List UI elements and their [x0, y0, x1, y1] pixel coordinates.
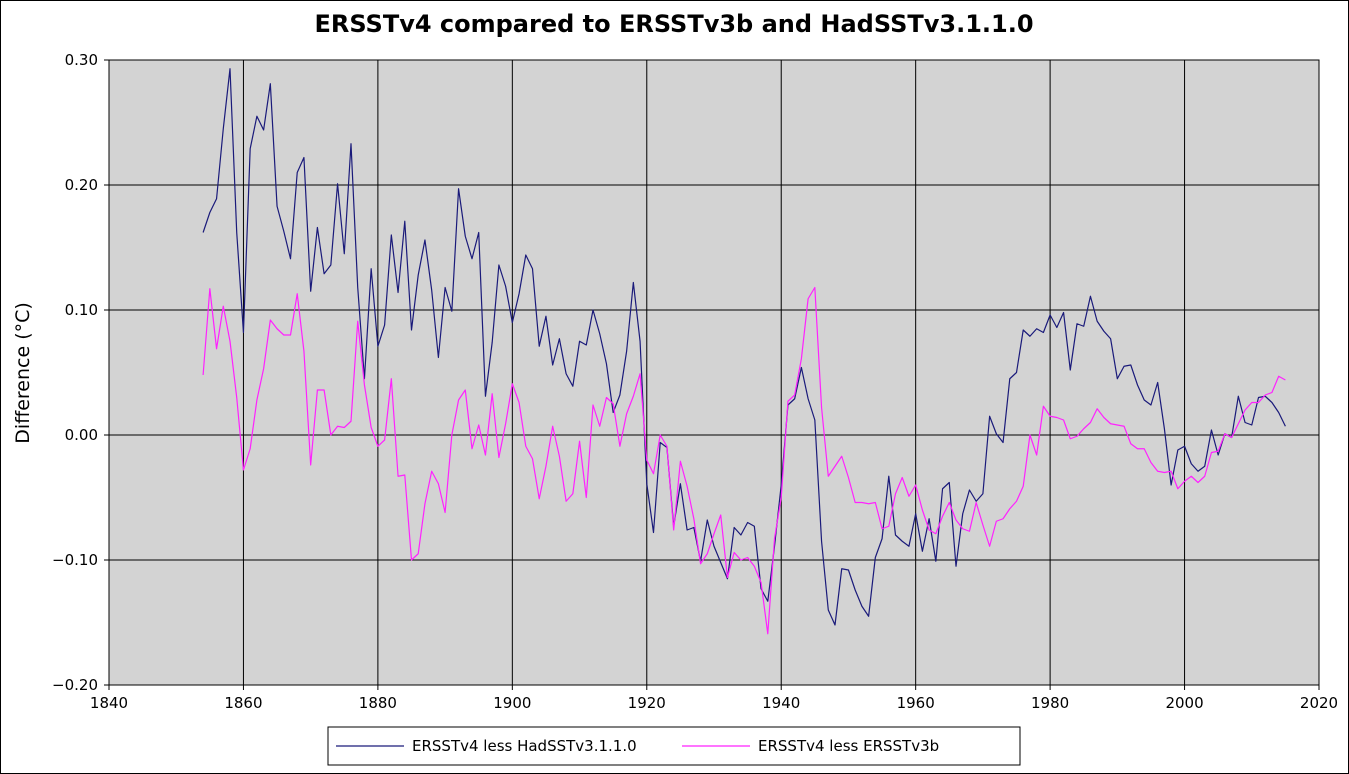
- legend-label-hadsst: ERSSTv4 less HadSSTv3.1.1.0: [412, 737, 637, 755]
- y-tick-label: −0.10: [52, 551, 98, 569]
- legend-box: [327, 726, 1021, 766]
- chart-title: ERSSTv4 compared to ERSSTv3b and HadSSTv…: [314, 10, 1033, 38]
- x-tick-label: 1960: [897, 694, 935, 712]
- x-tick-label: 1880: [359, 694, 397, 712]
- y-tick-label: −0.20: [52, 676, 98, 694]
- x-tick-label: 1920: [628, 694, 666, 712]
- y-tick-label: 0.00: [65, 426, 98, 444]
- x-tick-label: 2020: [1300, 694, 1338, 712]
- x-tick-label: 1860: [224, 694, 262, 712]
- axis-ticks: 1840 1860 1880 1900 1920 1940 1960 1980 2000 2020…: [52, 51, 1338, 712]
- y-tick-label: 0.20: [65, 176, 98, 194]
- series-line-ersstv4-less-ersstv3b: [202, 286, 1286, 635]
- series-line-ersstv4-less-hadsst: [202, 68, 1286, 626]
- legend-label-ersstv3b: ERSSTv4 less ERSSTv3b: [758, 737, 939, 755]
- y-tick-label: 0.10: [65, 301, 98, 319]
- grid-lines: [109, 60, 1319, 685]
- x-tick-label: 1940: [762, 694, 800, 712]
- plot-border: [108, 59, 1320, 686]
- plot-area: [109, 60, 1319, 685]
- y-axis-label: Difference (°C): [12, 302, 34, 444]
- y-tick-label: 0.30: [65, 51, 98, 69]
- x-tick-label: 1900: [493, 694, 531, 712]
- legend: ERSSTv4 less HadSSTv3.1.1.0 ERSSTv4 less…: [327, 726, 1021, 766]
- x-tick-label: 1980: [1031, 694, 1069, 712]
- series-lines: [202, 68, 1286, 635]
- x-tick-label: 1840: [90, 694, 128, 712]
- x-tick-label: 2000: [1165, 694, 1203, 712]
